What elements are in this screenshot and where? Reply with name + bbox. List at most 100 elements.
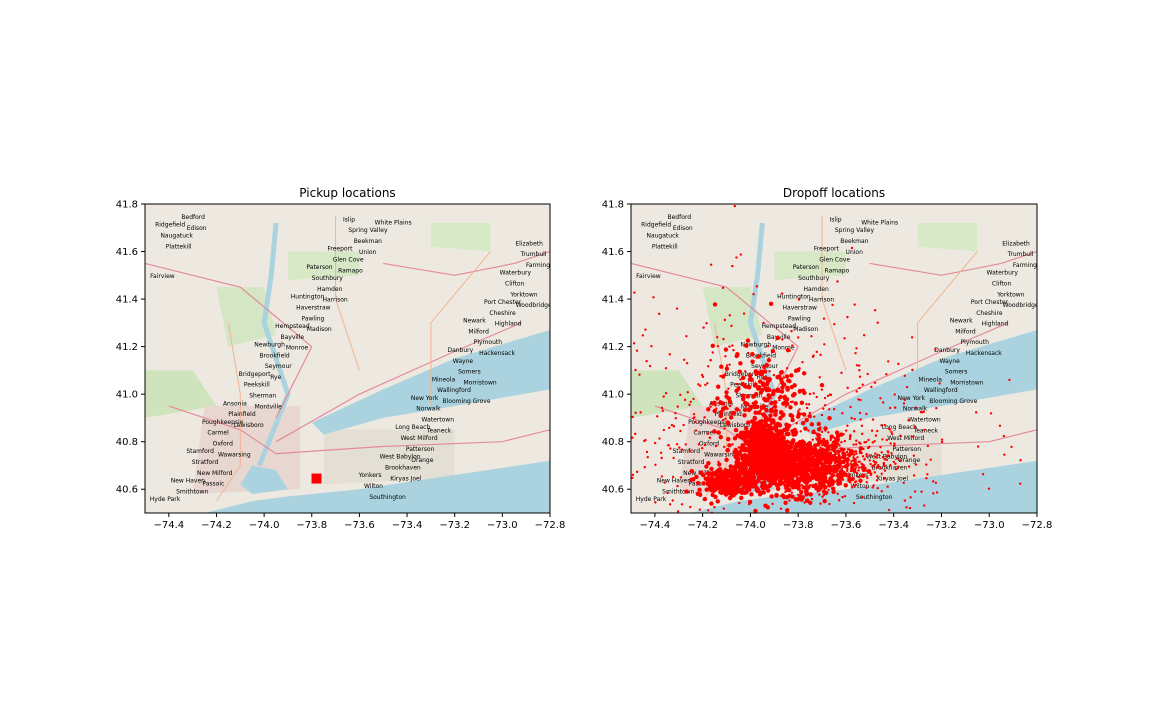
data-point xyxy=(798,462,801,466)
map-place-label: Pawling xyxy=(788,315,811,322)
data-point xyxy=(727,495,733,501)
map-place-label: White Plains xyxy=(861,219,898,226)
data-point xyxy=(786,456,789,459)
data-point xyxy=(874,455,877,459)
data-point xyxy=(974,411,978,414)
data-point xyxy=(794,433,798,436)
data-point xyxy=(775,486,781,491)
map-place-label: Wawarsing xyxy=(704,451,737,458)
pickup-axes: Hyde Park Poughkeepsie Newburgh Paterson Yon… xyxy=(116,186,566,531)
data-point xyxy=(803,426,808,431)
data-point xyxy=(847,476,851,479)
data-point xyxy=(701,481,706,486)
data-point xyxy=(703,443,707,447)
data-point xyxy=(885,458,889,462)
data-point xyxy=(727,387,730,390)
map-place-label: Poughkeepsie xyxy=(202,419,244,426)
map-place-label: Norwalk xyxy=(903,406,928,413)
data-point xyxy=(780,413,786,418)
map-park xyxy=(287,251,360,281)
data-point xyxy=(709,479,715,484)
map-place-label: Brookfield xyxy=(746,352,776,359)
data-point xyxy=(772,392,776,395)
data-point xyxy=(866,372,869,376)
data-point xyxy=(862,334,866,337)
data-point xyxy=(638,373,641,376)
x-tick-label: −74.2 xyxy=(201,520,232,531)
data-point xyxy=(738,487,744,493)
data-point xyxy=(820,413,824,417)
data-point xyxy=(680,503,684,506)
data-point xyxy=(859,442,862,445)
data-point xyxy=(727,475,730,478)
data-point xyxy=(833,436,836,440)
map-place-label: Fairview xyxy=(636,273,661,280)
data-point xyxy=(780,468,783,471)
data-point xyxy=(742,453,746,456)
data-point xyxy=(873,439,876,443)
data-point xyxy=(742,407,748,413)
map-place-label: Port Chester xyxy=(971,299,1009,306)
data-point xyxy=(867,471,870,474)
data-point xyxy=(798,367,801,370)
data-point xyxy=(723,486,729,491)
data-point xyxy=(872,484,875,487)
data-point xyxy=(824,440,828,443)
y-tick-label: 41.2 xyxy=(602,342,624,353)
data-point xyxy=(797,454,801,458)
data-point xyxy=(706,407,711,412)
data-point xyxy=(813,467,816,470)
data-point xyxy=(854,458,857,461)
data-point xyxy=(846,315,849,319)
data-point xyxy=(679,476,683,479)
map-place-label: Hempstead xyxy=(761,323,796,330)
data-point xyxy=(778,398,781,402)
data-point xyxy=(709,405,712,408)
data-point xyxy=(773,413,776,416)
data-point xyxy=(868,454,871,457)
data-point xyxy=(769,400,774,406)
data-point xyxy=(785,452,790,457)
data-point xyxy=(893,444,896,447)
data-point xyxy=(764,465,769,470)
data-point xyxy=(819,426,822,429)
data-point xyxy=(682,423,685,427)
map-place-label: Seymour xyxy=(265,363,292,370)
map-place-label: Newburgh xyxy=(740,342,771,349)
data-point xyxy=(849,481,852,484)
data-point xyxy=(828,408,831,411)
data-point xyxy=(709,485,714,490)
data-point xyxy=(848,452,852,455)
data-point xyxy=(743,443,747,446)
data-point xyxy=(815,443,819,447)
data-point xyxy=(799,493,802,496)
map-place-label: Blooming Grove xyxy=(443,398,491,405)
data-point xyxy=(796,483,801,489)
data-point xyxy=(827,415,832,421)
data-point xyxy=(742,465,745,469)
data-point xyxy=(773,408,779,414)
data-point xyxy=(816,467,820,470)
data-point xyxy=(792,452,795,455)
map-place-label: Clifton xyxy=(505,280,525,287)
data-point xyxy=(747,467,753,473)
data-point xyxy=(849,462,852,465)
data-point xyxy=(803,464,807,467)
data-point xyxy=(850,246,854,250)
data-point xyxy=(848,472,851,476)
data-point xyxy=(734,353,739,359)
data-point xyxy=(843,495,847,498)
data-point xyxy=(714,478,719,484)
data-point xyxy=(752,293,755,296)
data-point xyxy=(881,455,885,459)
data-point xyxy=(819,466,822,469)
map-place-label: Hamden xyxy=(317,286,343,293)
data-point xyxy=(799,400,805,406)
x-tick-label: −72.8 xyxy=(1022,520,1053,531)
map-bay xyxy=(240,465,288,494)
data-point xyxy=(750,359,755,364)
map-place-label: Freeport xyxy=(327,246,353,253)
data-point xyxy=(723,445,726,449)
data-point xyxy=(822,407,825,410)
map-place-label: Naugatuck xyxy=(646,233,679,240)
